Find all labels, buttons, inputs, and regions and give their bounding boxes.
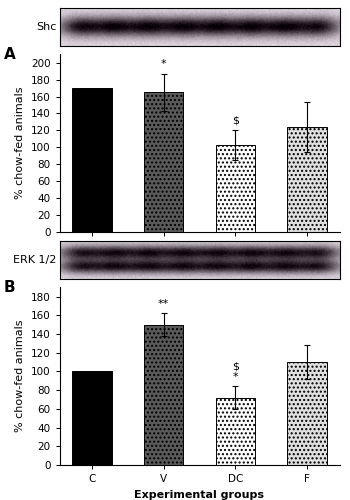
X-axis label: Experimental groups: Experimental groups: [134, 490, 265, 500]
Text: $
*: $ *: [232, 362, 239, 382]
Y-axis label: % chow-fed animals: % chow-fed animals: [15, 320, 25, 432]
Text: A: A: [4, 47, 15, 62]
Bar: [287, 362, 327, 465]
Bar: [287, 127, 327, 232]
Text: *: *: [161, 60, 167, 70]
Y-axis label: % chow-fed animals: % chow-fed animals: [15, 87, 25, 200]
X-axis label: Experimental groups: Experimental groups: [134, 256, 265, 266]
Bar: [216, 145, 255, 232]
Text: **: **: [158, 299, 169, 309]
Text: Shc: Shc: [36, 22, 57, 32]
Text: $: $: [232, 116, 239, 126]
Bar: [72, 88, 112, 232]
Bar: [144, 324, 183, 465]
Bar: [216, 398, 255, 465]
Bar: [144, 92, 183, 232]
Text: B: B: [4, 280, 15, 295]
Bar: [72, 370, 112, 465]
Text: ERK 1/2: ERK 1/2: [13, 254, 57, 264]
